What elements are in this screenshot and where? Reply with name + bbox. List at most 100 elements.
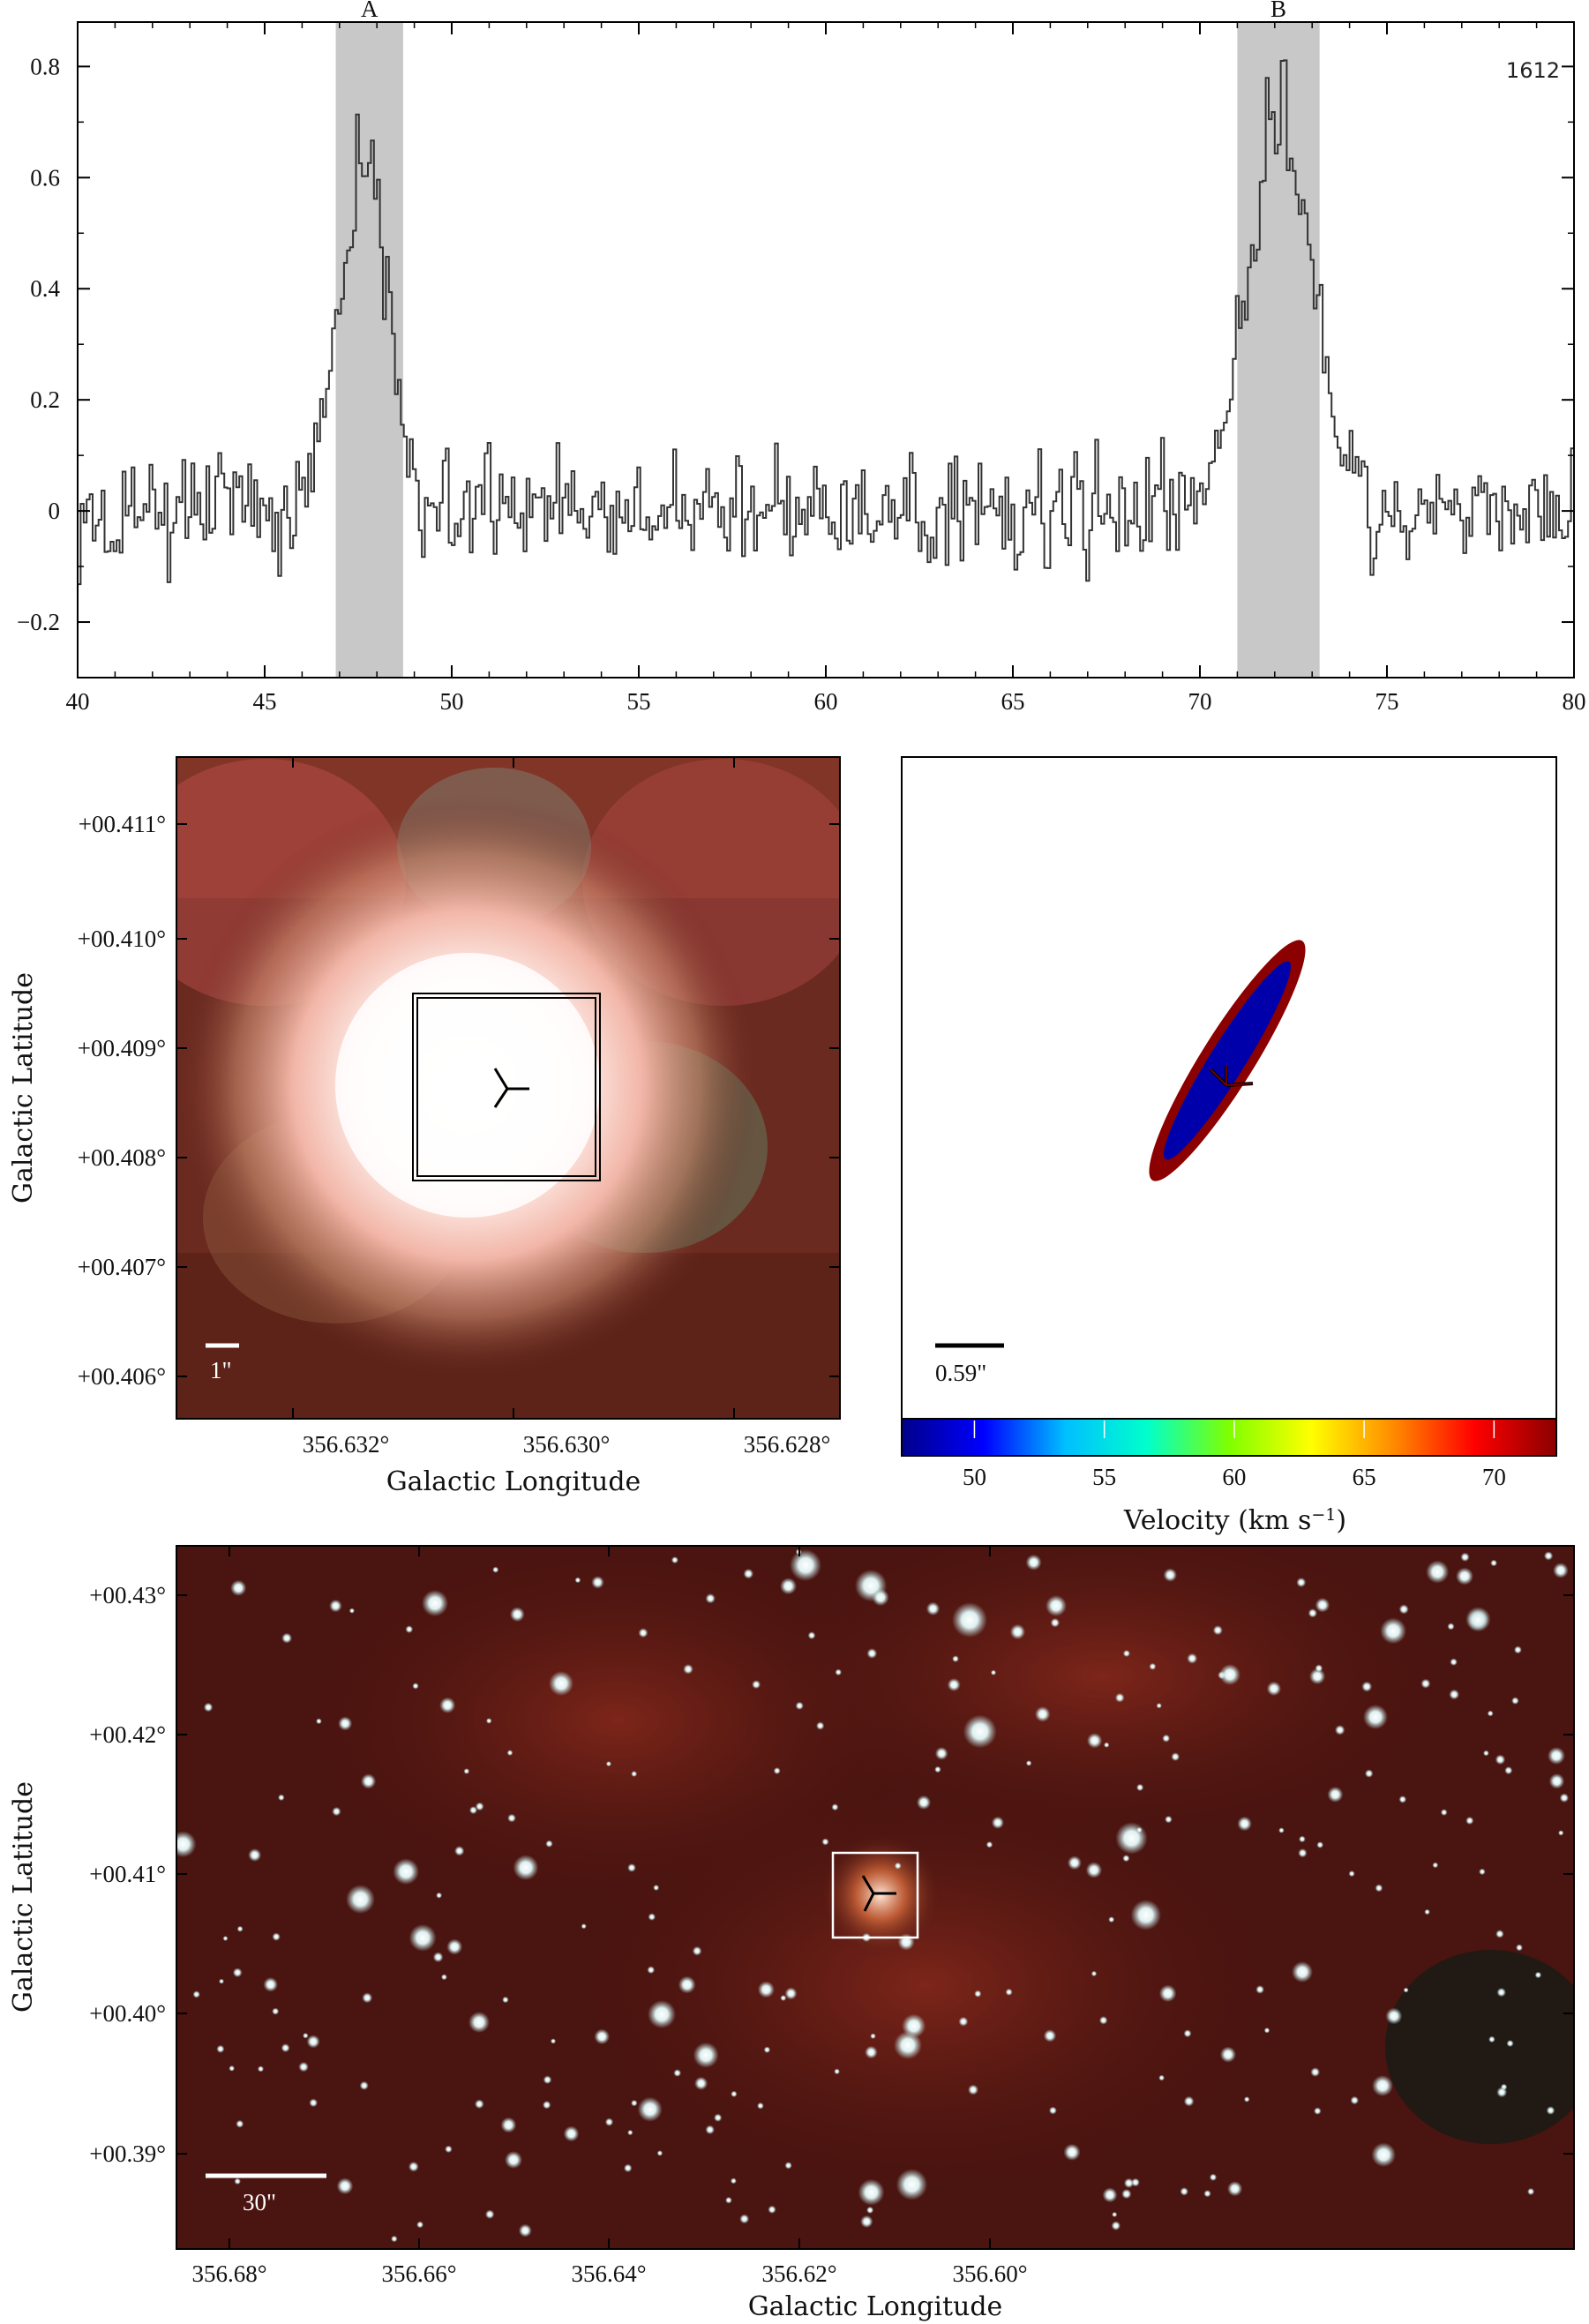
zoom-image <box>176 757 840 1419</box>
field-star <box>653 1885 660 1891</box>
field-star <box>896 2169 928 2200</box>
field-star <box>349 1608 355 1614</box>
field-star <box>627 1863 636 1872</box>
field-star <box>1227 2181 1243 2197</box>
colorbar-ticks: 50 55 60 65 70 <box>963 1421 1506 1490</box>
spectrum-line <box>78 59 1575 586</box>
field-star <box>1156 1703 1162 1709</box>
zoom-x-ticks: 356.632° 356.630° 356.628° <box>292 757 830 1458</box>
field-star <box>1050 1617 1061 1628</box>
field-star <box>454 1846 465 1856</box>
field-star <box>545 1840 553 1848</box>
field-star <box>974 1990 982 1998</box>
field-star <box>860 2215 873 2229</box>
field-star <box>773 1767 781 1774</box>
field-y-tick: +00.41° <box>89 1861 166 1887</box>
field-star <box>1112 2211 1118 2217</box>
field-star <box>1136 1826 1143 1833</box>
field-star <box>513 1855 539 1881</box>
field-star <box>705 2125 715 2135</box>
spectrum-x-tick: 75 <box>1375 688 1399 715</box>
field-bright-star <box>1467 1609 1488 1631</box>
field-x-ticks: 356.68° 356.66° 356.64° 356.62° 356.60° <box>191 1546 1028 2287</box>
field-star <box>990 1669 997 1676</box>
field-x-tick: 356.64° <box>571 2260 646 2287</box>
field-star <box>1513 1646 1522 1654</box>
colorbar-tick: 65 <box>1353 1464 1376 1490</box>
field-star <box>958 2016 969 2027</box>
field-star <box>705 1593 716 1604</box>
zoom-x-tick: 356.630° <box>523 1431 611 1458</box>
field-star <box>1361 1681 1373 1692</box>
field-star <box>866 1648 878 1659</box>
spectrum-annotation: 1612 <box>1506 58 1560 83</box>
field-star <box>1460 1552 1470 1563</box>
field-star <box>393 1858 419 1885</box>
field-star <box>1266 1681 1282 1697</box>
field-star <box>1034 1706 1051 1722</box>
field-x-tick: 356.66° <box>381 2260 456 2287</box>
spectrum-x-tick: 60 <box>814 688 838 715</box>
field-star <box>236 1925 244 1932</box>
field-star <box>768 2205 776 2214</box>
zoom-y-ticks: +00.411° +00.410° +00.409° +00.408° +00.407°… <box>78 811 840 1390</box>
field-star <box>192 1990 200 1998</box>
field-star <box>1424 1908 1430 1915</box>
field-star <box>1496 2087 1508 2098</box>
field-star <box>648 1913 656 1921</box>
field-star <box>1314 2107 1322 2115</box>
field-star <box>1163 1568 1178 1582</box>
field-star <box>694 2076 708 2090</box>
spectrum-region-A <box>335 22 403 678</box>
field-star <box>1009 1623 1026 1640</box>
field-star <box>563 2125 580 2142</box>
field-star <box>316 1718 322 1725</box>
spectrum-y-tick: 0.4 <box>30 275 60 302</box>
field-star <box>1432 1862 1439 1869</box>
velocity-ellipse-inner <box>1164 961 1291 1160</box>
field-star <box>1543 1551 1554 1561</box>
field-y-tick: +00.43° <box>89 1582 166 1608</box>
field-star <box>1123 2178 1135 2188</box>
field-star <box>1130 1900 1162 1930</box>
field-star <box>412 1683 419 1690</box>
zoom-x-tick: 356.632° <box>303 1431 390 1458</box>
field-star <box>1559 1793 1570 1803</box>
zoom-box-inner <box>416 997 596 1177</box>
field-panel: 30" 356.68° 356.66° 356.64° 356.62° 356.60° … <box>8 1545 1575 2322</box>
spectrum-region-label: A <box>361 0 379 22</box>
field-star <box>272 2007 280 2015</box>
field-star <box>1165 1815 1173 1824</box>
field-star <box>1005 1988 1013 1996</box>
field-star <box>1440 1809 1448 1817</box>
field-star <box>445 2145 453 2154</box>
field-star <box>897 1933 915 1951</box>
field-bright-star <box>468 2012 490 2033</box>
field-star <box>298 2061 309 2073</box>
field-star <box>1212 1625 1223 1636</box>
field-star <box>1385 2007 1403 2025</box>
field-star <box>780 1578 797 1595</box>
field-y-tick: +00.42° <box>89 1721 166 1748</box>
field-star <box>361 1773 377 1789</box>
field-star <box>248 1848 262 1862</box>
field-star <box>991 1816 1004 1829</box>
colorbar <box>901 1418 1557 1457</box>
field-star <box>1086 1733 1103 1749</box>
field-star <box>1085 1862 1103 1878</box>
field-star <box>968 2084 978 2095</box>
field-star <box>693 2042 719 2068</box>
spectrum-y-tick: 0.2 <box>30 386 60 413</box>
field-y-ticks: +00.43° +00.42° +00.41° +00.40° +00.39° <box>89 1582 1574 2167</box>
field-star <box>763 2046 771 2053</box>
spectrum-region-B <box>1237 22 1320 678</box>
zoom-frame <box>176 756 841 1420</box>
field-star <box>234 2178 242 2185</box>
field-star <box>1102 2187 1118 2203</box>
field-y-tick: +00.39° <box>89 2140 166 2167</box>
field-star <box>1516 1944 1523 1952</box>
field-star <box>581 1923 587 1930</box>
field-star <box>894 1862 902 1870</box>
